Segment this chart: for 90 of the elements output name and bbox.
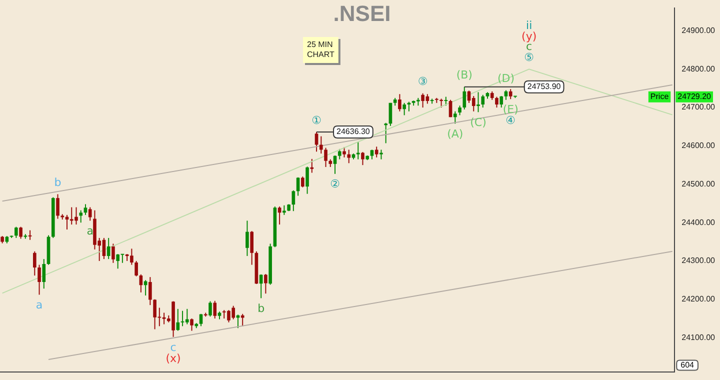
candlestick — [495, 96, 498, 108]
candlestick — [14, 226, 18, 238]
y-tick-label: 24700.00 — [682, 102, 716, 112]
candlestick — [240, 313, 244, 327]
candlestick — [56, 194, 60, 220]
candlestick — [306, 166, 309, 194]
candlestick — [324, 147, 328, 168]
candlestick — [79, 210, 83, 224]
candlestick — [384, 122, 388, 144]
annotation: c — [170, 340, 176, 354]
y-tick-label: 24100.00 — [682, 332, 716, 342]
candlestick — [278, 206, 282, 226]
annotation: ③ — [418, 75, 428, 88]
candlestick — [112, 243, 115, 264]
annotation: (x) — [166, 352, 181, 365]
text: 24729.20 — [678, 92, 712, 102]
candlestick — [88, 206, 92, 222]
candlestick — [319, 136, 323, 154]
candlestick — [370, 149, 374, 160]
annotation: a — [86, 224, 94, 238]
y-tick-label: 24500.00 — [682, 179, 716, 188]
candlestick — [38, 264, 41, 296]
annotation: (E) — [502, 102, 518, 116]
candlestick — [504, 90, 508, 100]
candlestick — [282, 204, 286, 216]
candlestick — [42, 258, 46, 290]
candlestick — [402, 102, 406, 116]
candlestick — [32, 250, 36, 276]
annotation: Price — [650, 92, 670, 102]
annotation: ii — [526, 19, 532, 32]
candlestick — [296, 176, 300, 196]
y-tick-label: 24300.00 — [682, 256, 716, 266]
chart-title: .NSEI — [333, 1, 391, 26]
annotation: ② — [330, 178, 340, 191]
candlestick — [462, 86, 466, 110]
annotation: b — [258, 302, 265, 316]
candlestick — [292, 190, 296, 212]
candlestick — [380, 149, 383, 160]
candlestick — [300, 176, 304, 188]
candlestick — [361, 152, 364, 166]
candlestick — [213, 300, 217, 319]
candlestick — [476, 92, 480, 113]
candlestick — [448, 99, 452, 118]
candlestick — [264, 274, 268, 294]
y-tick-label: 24600.00 — [682, 141, 716, 150]
candlestick — [458, 105, 462, 116]
annotation: 24753.90 — [527, 82, 562, 92]
candlestick — [148, 276, 152, 306]
candlestick — [106, 237, 110, 260]
y-tick-label: 24900.00 — [682, 26, 716, 36]
y-tick-label: 24200.00 — [682, 294, 716, 304]
candlestick — [374, 146, 378, 158]
candlestick — [481, 94, 485, 108]
candlestick — [84, 204, 88, 216]
candlestick — [250, 230, 254, 266]
candlestick — [508, 88, 512, 100]
candlestick — [338, 148, 342, 160]
candlestick — [28, 230, 32, 240]
annotation: (y) — [522, 30, 537, 44]
candlestick — [176, 308, 180, 332]
y-tick-label: 24400.00 — [682, 218, 716, 227]
annotation: (C) — [470, 116, 486, 129]
candlestick — [342, 146, 346, 158]
candlestick — [310, 158, 314, 174]
candlestick — [407, 101, 411, 112]
annotation: 25 MIN CHART — [307, 40, 335, 60]
candlestick — [333, 154, 337, 174]
annotation: ① — [312, 114, 322, 127]
candlestick — [500, 96, 504, 108]
annotation: 24636.30 — [336, 127, 370, 136]
candlestick — [246, 220, 249, 256]
candlestick — [472, 96, 476, 112]
annotation: (A) — [447, 128, 464, 140]
candlestick — [356, 142, 360, 160]
candlestick — [185, 308, 189, 325]
candlestick — [190, 318, 194, 332]
y-tick-label: 24800.00 — [682, 64, 716, 74]
candlestick — [398, 94, 402, 112]
candlestick — [347, 149, 351, 164]
annotation: b — [54, 176, 62, 190]
candlestick — [208, 300, 212, 318]
candlestick — [134, 260, 138, 277]
text: 604 — [680, 360, 695, 370]
candlestick — [453, 110, 457, 124]
annotation: ⑤ — [524, 51, 534, 64]
annotation: (D) — [497, 72, 515, 86]
annotation: (B) — [456, 68, 472, 82]
annotation: a — [36, 298, 43, 312]
candlestick — [19, 226, 22, 240]
annotation: ④ — [506, 114, 516, 127]
